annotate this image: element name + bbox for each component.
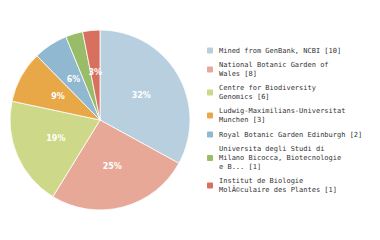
svg-text:3%: 3% [89,68,103,77]
svg-text:32%: 32% [132,91,151,100]
svg-text:MolÃ©culaire des Plantes [1]: MolÃ©culaire des Plantes [1] [219,185,337,194]
svg-text:Centre for Biodiversity: Centre for Biodiversity [219,84,316,92]
svg-text:Milano Bicocca, Biotecnologie: Milano Bicocca, Biotecnologie [219,154,341,162]
svg-text:25%: 25% [103,162,122,171]
svg-text:9%: 9% [51,92,65,101]
svg-text:Wales [8]: Wales [8] [219,70,257,78]
svg-text:Mined from GenBank, NCBI [10]: Mined from GenBank, NCBI [10] [219,47,341,55]
svg-text:Royal Botanic Garden Edinburgh: Royal Botanic Garden Edinburgh [2] [219,131,362,139]
svg-text:Munchen [3]: Munchen [3] [219,116,265,124]
svg-text:National Botanic Garden of: National Botanic Garden of [219,61,329,69]
svg-text:6%: 6% [67,75,81,84]
svg-text:Universita degli Studi di: Universita degli Studi di [219,145,324,153]
svg-text:e B... [1]: e B... [1] [219,163,261,171]
svg-text:Genomics [6]: Genomics [6] [219,93,270,101]
svg-text:19%: 19% [46,134,65,143]
svg-text:Ludwig-Maximilians-Universitat: Ludwig-Maximilians-Universitat [219,107,345,115]
svg-text:Institut de Biologie: Institut de Biologie [219,177,303,185]
